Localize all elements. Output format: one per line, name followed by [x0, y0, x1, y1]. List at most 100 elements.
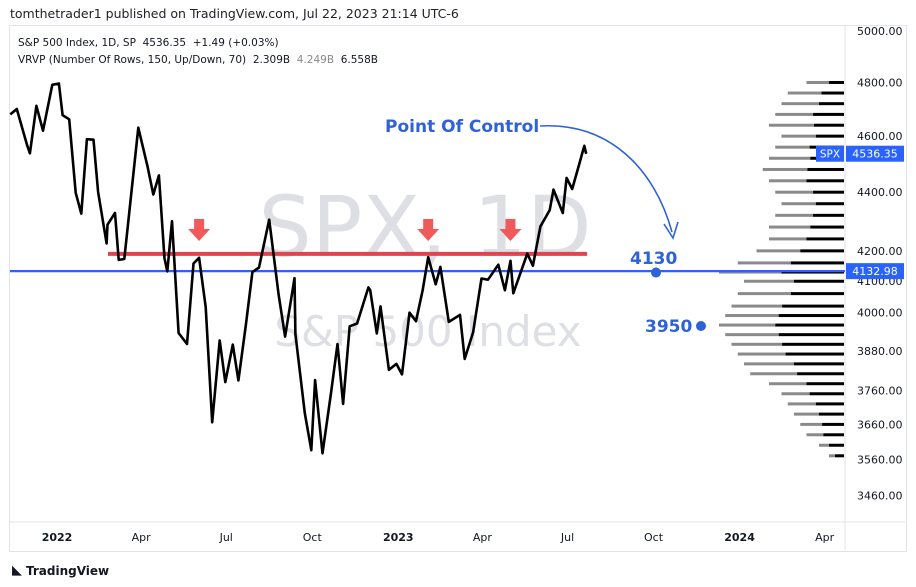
- volume-profile-up-bar: [819, 412, 844, 416]
- last-price-label: 4536.35: [852, 148, 898, 161]
- symbol-tag-label: SPX: [820, 149, 840, 161]
- volume-profile-down-bar: [769, 382, 807, 386]
- volume-profile-up-bar: [810, 225, 844, 229]
- time-tick-label: Jul: [560, 531, 574, 544]
- volume-profile-down-bar: [819, 443, 829, 447]
- symbol-legend: S&P 500 Index, 1D, SP 4536.35 +1.49 (+0.…: [18, 37, 279, 49]
- volume-profile-up-bar: [782, 304, 844, 308]
- time-tick-label: 2023: [383, 531, 414, 544]
- volume-profile-up-bar: [822, 422, 844, 426]
- curved-arrow: [539, 125, 673, 233]
- volume-profile-down-bar: [719, 323, 776, 327]
- price-tick-label: 3660.00: [857, 418, 903, 431]
- volume-profile-down-bar: [769, 237, 807, 241]
- watermark: SPX, 1D S&P 500 Index: [258, 178, 591, 356]
- time-tick-label: Apr: [473, 531, 493, 544]
- price-tick-label: 4400.00: [857, 186, 903, 199]
- volume-profile-down-bar: [800, 422, 823, 426]
- volume-profile-down-bar: [781, 102, 819, 106]
- time-axis: 2022 Apr Jul Oct 2023 Apr Jul Oct 2024 Apr: [42, 531, 835, 544]
- poc-annotation[interactable]: Point Of Control: [385, 117, 539, 137]
- price-tick-label: 4600.00: [857, 130, 903, 143]
- level-4130-label[interactable]: 4130: [630, 249, 677, 269]
- volume-profile-down-bar: [781, 134, 816, 138]
- volume-profile-down-bar: [781, 202, 816, 206]
- legend: S&P 500 Index, 1D, SP 4536.35 +1.49 (+0.…: [18, 35, 378, 69]
- volume-profile-up-bar: [778, 314, 844, 318]
- volume-profile-up-bar: [794, 362, 844, 366]
- volume-profile-down-bar: [806, 80, 829, 84]
- down-arrow-icon: [417, 218, 440, 241]
- volume-profile-down-bar: [750, 372, 798, 376]
- time-tick-label: Oct: [303, 531, 323, 544]
- price-tick-label: 3460.00: [857, 489, 903, 502]
- time-tick-label: 2022: [42, 531, 73, 544]
- volume-profile-up-bar: [785, 352, 844, 356]
- volume-profile-down-bar: [725, 333, 779, 337]
- volume-profile-down-bar: [794, 412, 819, 416]
- volume-profile-up-bar: [815, 402, 844, 406]
- volume-profile-down-bar: [769, 156, 811, 160]
- volume-profile-up-bar: [782, 342, 844, 346]
- tradingview-logo[interactable]: ◣ TradingView: [12, 563, 110, 578]
- price-tick-label: 4000.00: [857, 306, 903, 319]
- price-tick-label: 3760.00: [857, 384, 903, 397]
- price-tick-label: 3880.00: [857, 345, 903, 358]
- level-3950-dot: [696, 321, 706, 331]
- price-tick-label: 5000.00: [857, 25, 903, 38]
- time-tick-label: Jul: [219, 531, 233, 544]
- time-tick-label: Apr: [815, 531, 835, 544]
- volume-profile-up-bar: [806, 179, 844, 183]
- volume-profile-down-bar: [731, 304, 783, 308]
- volume-profile-down-bar: [756, 249, 801, 253]
- volume-profile-down-bar: [781, 392, 810, 396]
- volume-profile-up-bar: [813, 112, 844, 116]
- volume-profile-down-bar: [731, 342, 783, 346]
- price-tick-label: 4800.00: [857, 76, 903, 89]
- volume-profile-up-bar: [778, 333, 844, 337]
- price-axis: 5000.004800.004600.004400.004200.004100.…: [857, 25, 903, 502]
- volume-profile-up-bar: [806, 237, 844, 241]
- volume-profile-down-bar: [775, 190, 814, 194]
- volume-profile-up-bar: [797, 372, 844, 376]
- published-header: tomthetrader1 published on TradingView.c…: [10, 6, 459, 21]
- down-arrow-icon: [188, 218, 211, 241]
- price-tick-label: 4200.00: [857, 245, 903, 258]
- volume-profile-up-bar: [829, 443, 844, 447]
- volume-profile: [719, 80, 844, 458]
- poc-price-label: 4132.98: [852, 265, 898, 278]
- volume-profile-up-bar: [835, 454, 844, 458]
- volume-profile-up-bar: [790, 261, 844, 265]
- volume-profile-up-bar: [813, 213, 844, 217]
- volume-profile-up-bar: [807, 167, 844, 171]
- volume-profile-down-bar: [737, 261, 791, 265]
- volume-profile-down-bar: [829, 454, 835, 458]
- volume-profile-up-bar: [821, 91, 844, 95]
- volume-profile-up-bar: [829, 80, 844, 84]
- arrow-head-icon: [663, 221, 679, 240]
- volume-profile-up-bar: [809, 392, 844, 396]
- level-3950-label[interactable]: 3950: [645, 317, 692, 337]
- volume-profile-down-bar: [787, 91, 822, 95]
- symbol-tag: [816, 145, 844, 162]
- volume-profile-up-bar: [815, 134, 844, 138]
- time-tick-label: 2024: [724, 531, 755, 544]
- volume-profile-down-bar: [769, 123, 814, 127]
- time-tick-label: Oct: [644, 531, 664, 544]
- volume-profile-down-bar: [775, 213, 814, 217]
- volume-profile-down-bar: [775, 145, 810, 149]
- volume-profile-down-bar: [737, 292, 791, 296]
- volume-profile-down-bar: [769, 179, 807, 183]
- volume-profile-up-bar: [806, 382, 844, 386]
- volume-profile-down-bar: [744, 279, 794, 283]
- volume-profile-up-bar: [813, 190, 844, 194]
- time-tick-label: Apr: [132, 531, 152, 544]
- down-arrow-icon: [499, 218, 522, 241]
- price-series-line: [9, 82, 588, 455]
- volume-profile-down-bar: [787, 402, 816, 406]
- last-price-tag: [846, 145, 904, 162]
- level-4130-dot: [651, 267, 661, 278]
- volume-profile-up-bar: [790, 292, 844, 296]
- volume-profile-up-bar: [794, 279, 844, 283]
